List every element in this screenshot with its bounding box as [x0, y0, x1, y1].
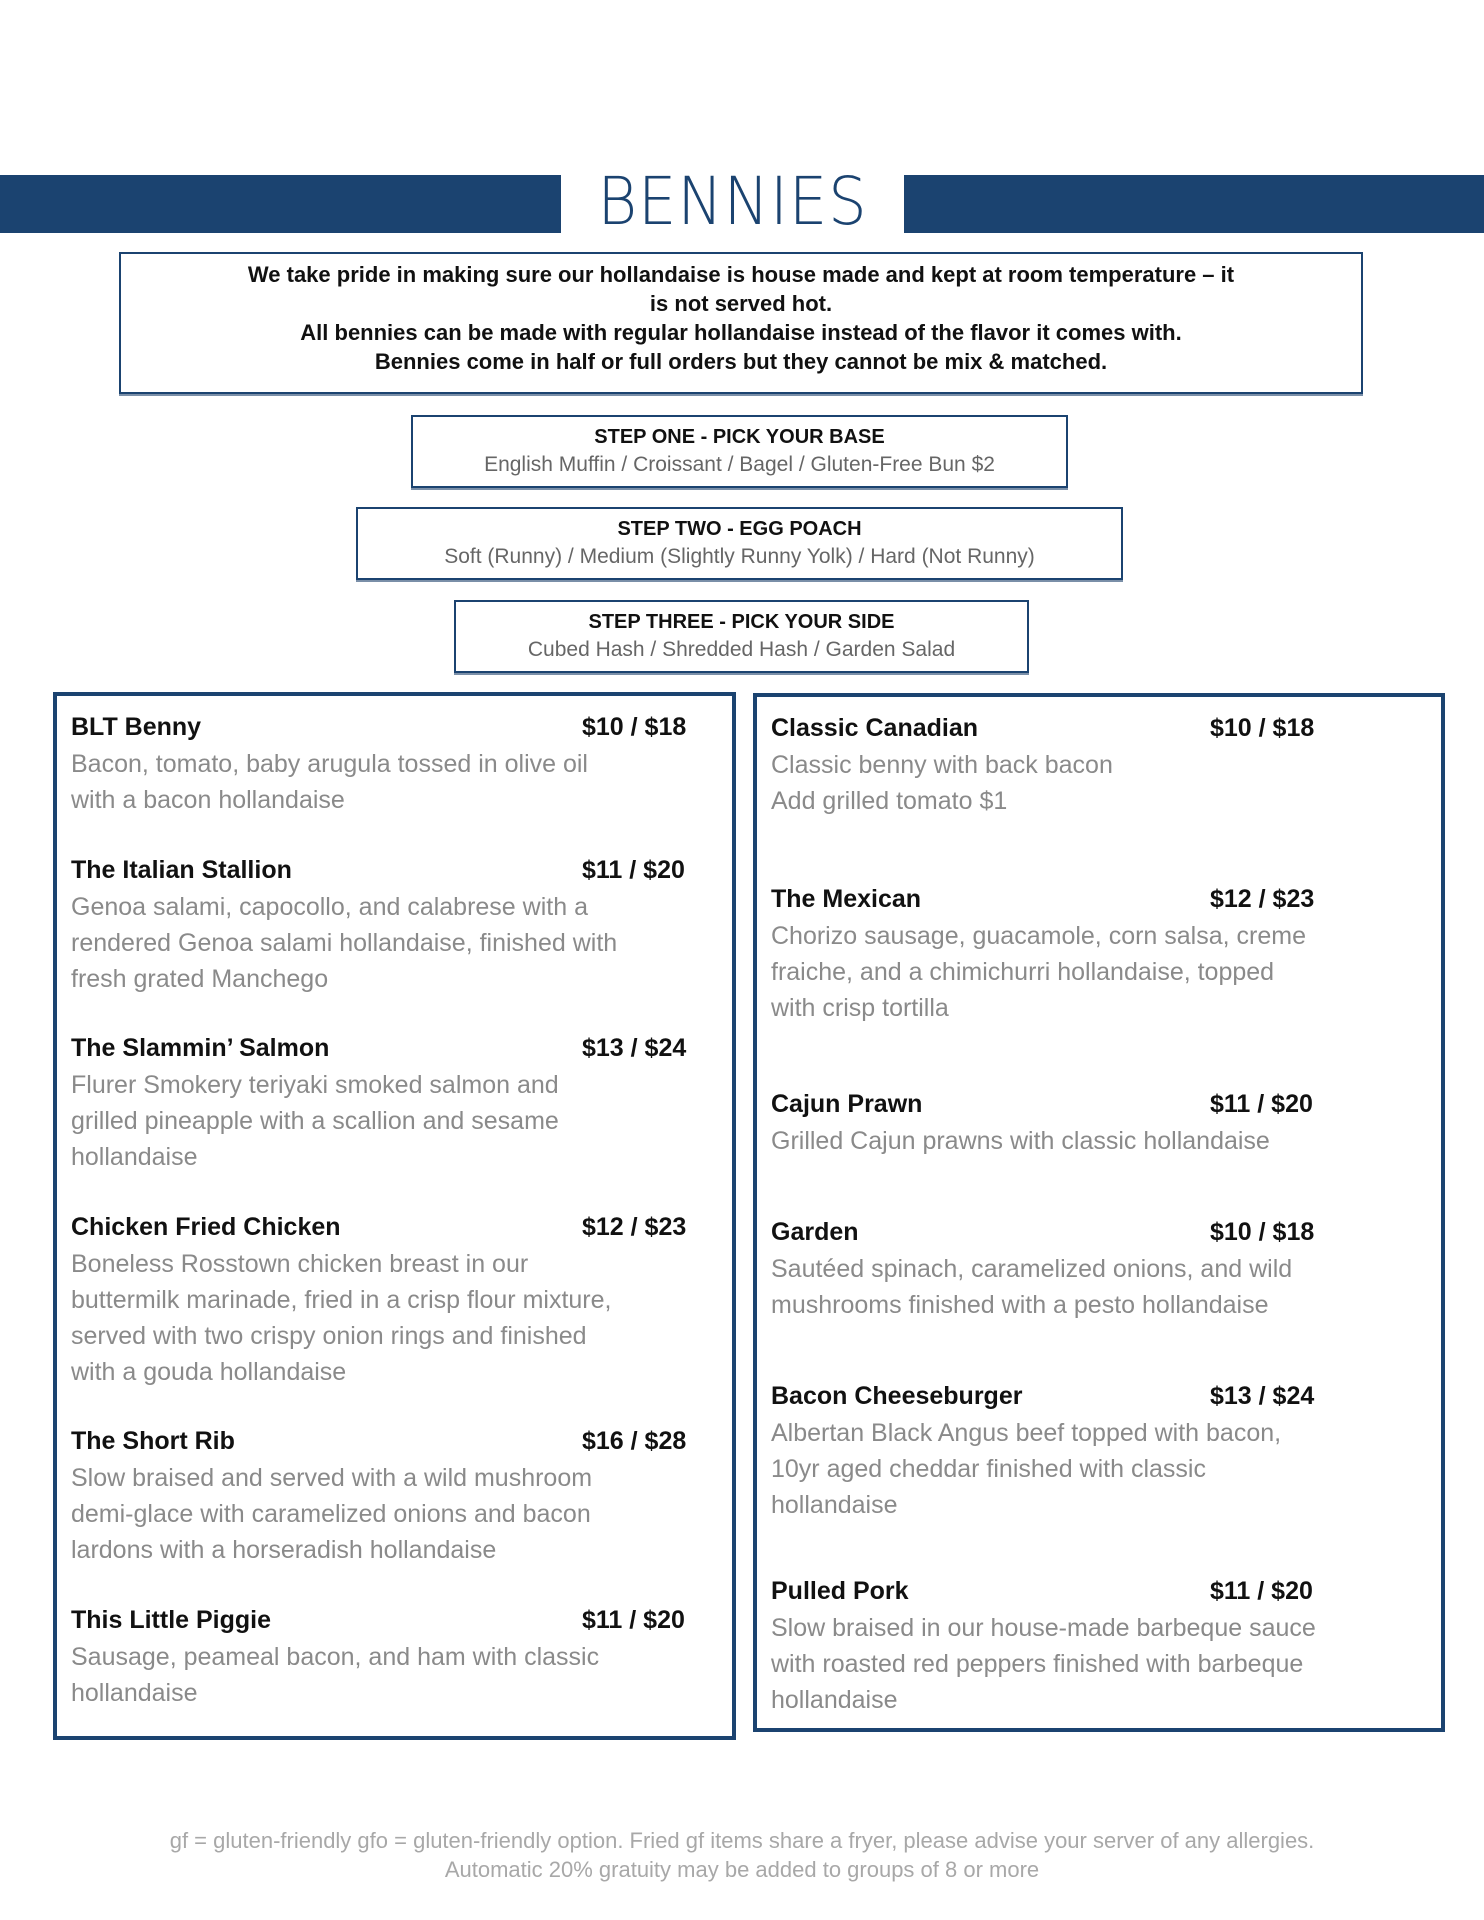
description-line: rendered Genoa salami hollandaise, finis…	[71, 929, 618, 957]
description-line: lardons with a horseradish hollandaise	[71, 1536, 497, 1564]
step-heading: STEP ONE - PICK YOUR BASE	[594, 426, 885, 448]
footer-notice: gf = gluten-friendly gfo = gluten-friend…	[0, 1826, 1484, 1884]
description-line: hollandaise	[71, 1679, 198, 1707]
description-line: Sausage, peameal bacon, and ham with cla…	[71, 1643, 600, 1671]
note-line: is not served hot.	[649, 291, 833, 316]
description-line: Genoa salami, capocollo, and calabrese w…	[71, 893, 588, 921]
item-name: The Slammin’ Salmon	[71, 1034, 330, 1062]
description-line: Bacon, tomato, baby arugula tossed in ol…	[71, 750, 588, 778]
step-two-box: STEP TWO - EGG POACH Soft (Runny) / Medi…	[356, 507, 1123, 580]
description-line: Boneless Rosstown chicken breast in our	[71, 1250, 529, 1278]
item-price: $12 / $23	[582, 1213, 687, 1241]
item-name: Chicken Fried Chicken	[71, 1213, 341, 1241]
description-line: grilled pineapple with a scallion and se…	[71, 1107, 559, 1135]
item-name: The Italian Stallion	[71, 856, 292, 884]
description-line: with roasted red peppers finished with b…	[771, 1650, 1304, 1678]
description-line: fraiche, and a chimichurri hollandaise, …	[771, 958, 1275, 986]
item-description: Sautéed spinach, caramelized onions, and…	[771, 1251, 1292, 1323]
step-one-box: STEP ONE - PICK YOUR BASE English Muffin…	[411, 415, 1068, 488]
description-line: served with two crispy onion rings and f…	[71, 1322, 587, 1350]
left-menu-panel	[53, 692, 736, 1740]
item-price: $12 / $23	[1210, 885, 1315, 913]
description-line: Add grilled tomato $1	[771, 787, 1008, 815]
item-name: BLT Benny	[71, 713, 202, 741]
header-bar-right	[904, 175, 1484, 233]
description-line: Classic benny with back bacon	[771, 751, 1113, 779]
item-description: Genoa salami, capocollo, and calabrese w…	[71, 889, 617, 997]
item-price: $11 / $20	[582, 856, 685, 884]
item-description: Slow braised in our house-made barbeque …	[771, 1610, 1316, 1718]
description-line: with a gouda hollandaise	[71, 1358, 347, 1386]
description-line: hollandaise	[71, 1143, 198, 1171]
item-name: This Little Piggie	[71, 1606, 272, 1634]
item-price: $11 / $20	[582, 1606, 685, 1634]
description-line: Albertan Black Angus beef topped with ba…	[771, 1419, 1282, 1447]
description-line: Slow braised in our house-made barbeque …	[771, 1614, 1316, 1642]
step-options: Soft (Runny) / Medium (Slightly Runny Yo…	[444, 545, 1035, 568]
description-line: hollandaise	[771, 1686, 898, 1714]
item-name: The Short Rib	[71, 1427, 235, 1455]
note-line: Bennies come in half or full orders but …	[374, 349, 1108, 374]
item-description: Grilled Cajun prawns with classic hollan…	[771, 1123, 1270, 1159]
item-price: $10 / $18	[1210, 1218, 1315, 1246]
step-three-box: STEP THREE - PICK YOUR SIDE Cubed Hash /…	[454, 600, 1029, 673]
hollandaise-note: We take pride in making sure our holland…	[119, 252, 1363, 394]
item-price: $10 / $18	[1210, 714, 1315, 742]
item-description: Boneless Rosstown chicken breast in our b…	[71, 1246, 611, 1390]
description-line: Slow braised and served with a wild mush…	[71, 1464, 593, 1492]
description-line: Chorizo sausage, guacamole, corn salsa, …	[771, 922, 1306, 950]
item-name: Garden	[771, 1218, 859, 1246]
header-bar-left	[0, 175, 561, 233]
step-heading: STEP THREE - PICK YOUR SIDE	[588, 611, 895, 633]
description-line: Flurer Smokery teriyaki smoked salmon an…	[71, 1071, 559, 1099]
item-price: $16 / $28	[582, 1427, 687, 1455]
footer-gratuity-note: Automatic 20% gratuity may be added to g…	[444, 1857, 1040, 1882]
item-description: Flurer Smokery teriyaki smoked salmon an…	[71, 1067, 559, 1175]
item-name: Pulled Pork	[771, 1577, 909, 1605]
item-price: $11 / $20	[1210, 1090, 1313, 1118]
step-options: English Muffin / Croissant / Bagel / Glu…	[484, 453, 995, 476]
item-description: Bacon, tomato, baby arugula tossed in ol…	[71, 746, 588, 818]
description-line: fresh grated Manchego	[71, 965, 329, 993]
description-line: buttermilk marinade, fried in a crisp fl…	[71, 1286, 612, 1314]
description-line: Grilled Cajun prawns with classic hollan…	[771, 1127, 1270, 1155]
item-description: Sausage, peameal bacon, and ham with cla…	[71, 1639, 599, 1711]
item-price: $10 / $18	[582, 713, 687, 741]
item-name: The Mexican	[771, 885, 922, 913]
item-name: Bacon Cheeseburger	[771, 1382, 1023, 1410]
item-price: $13 / $24	[1210, 1382, 1315, 1410]
description-line: 10yr aged cheddar finished with classic	[771, 1455, 1206, 1483]
item-name: Classic Canadian	[771, 714, 979, 742]
description-line: with a bacon hollandaise	[71, 786, 345, 814]
item-description: Slow braised and served with a wild mush…	[71, 1460, 592, 1568]
description-line: with crisp tortilla	[771, 994, 949, 1022]
description-line: demi-glace with caramelized onions and b…	[71, 1500, 591, 1528]
step-heading: STEP TWO - EGG POACH	[617, 518, 862, 540]
item-name: Cajun Prawn	[771, 1090, 923, 1118]
description-line: Sautéed spinach, caramelized onions, and…	[771, 1255, 1293, 1283]
item-description: Albertan Black Angus beef topped with ba…	[771, 1415, 1281, 1523]
footer-allergy-note: gf = gluten-friendly gfo = gluten-friend…	[169, 1828, 1315, 1853]
note-line: All bennies can be made with regular hol…	[300, 320, 1182, 345]
item-description: Classic benny with back bacon Add grilled…	[771, 747, 1113, 819]
page-title: BENNIES	[597, 163, 868, 240]
description-line: mushrooms finished with a pesto hollanda…	[771, 1291, 1269, 1319]
item-price: $13 / $24	[582, 1034, 687, 1062]
description-line: hollandaise	[771, 1491, 898, 1519]
item-price: $11 / $20	[1210, 1577, 1313, 1605]
note-line: We take pride in making sure our holland…	[247, 262, 1235, 287]
step-options: Cubed Hash / Shredded Hash / Garden Sala…	[527, 638, 956, 661]
right-menu-panel	[753, 693, 1445, 1732]
item-description: Chorizo sausage, guacamole, corn salsa, …	[771, 918, 1306, 1026]
